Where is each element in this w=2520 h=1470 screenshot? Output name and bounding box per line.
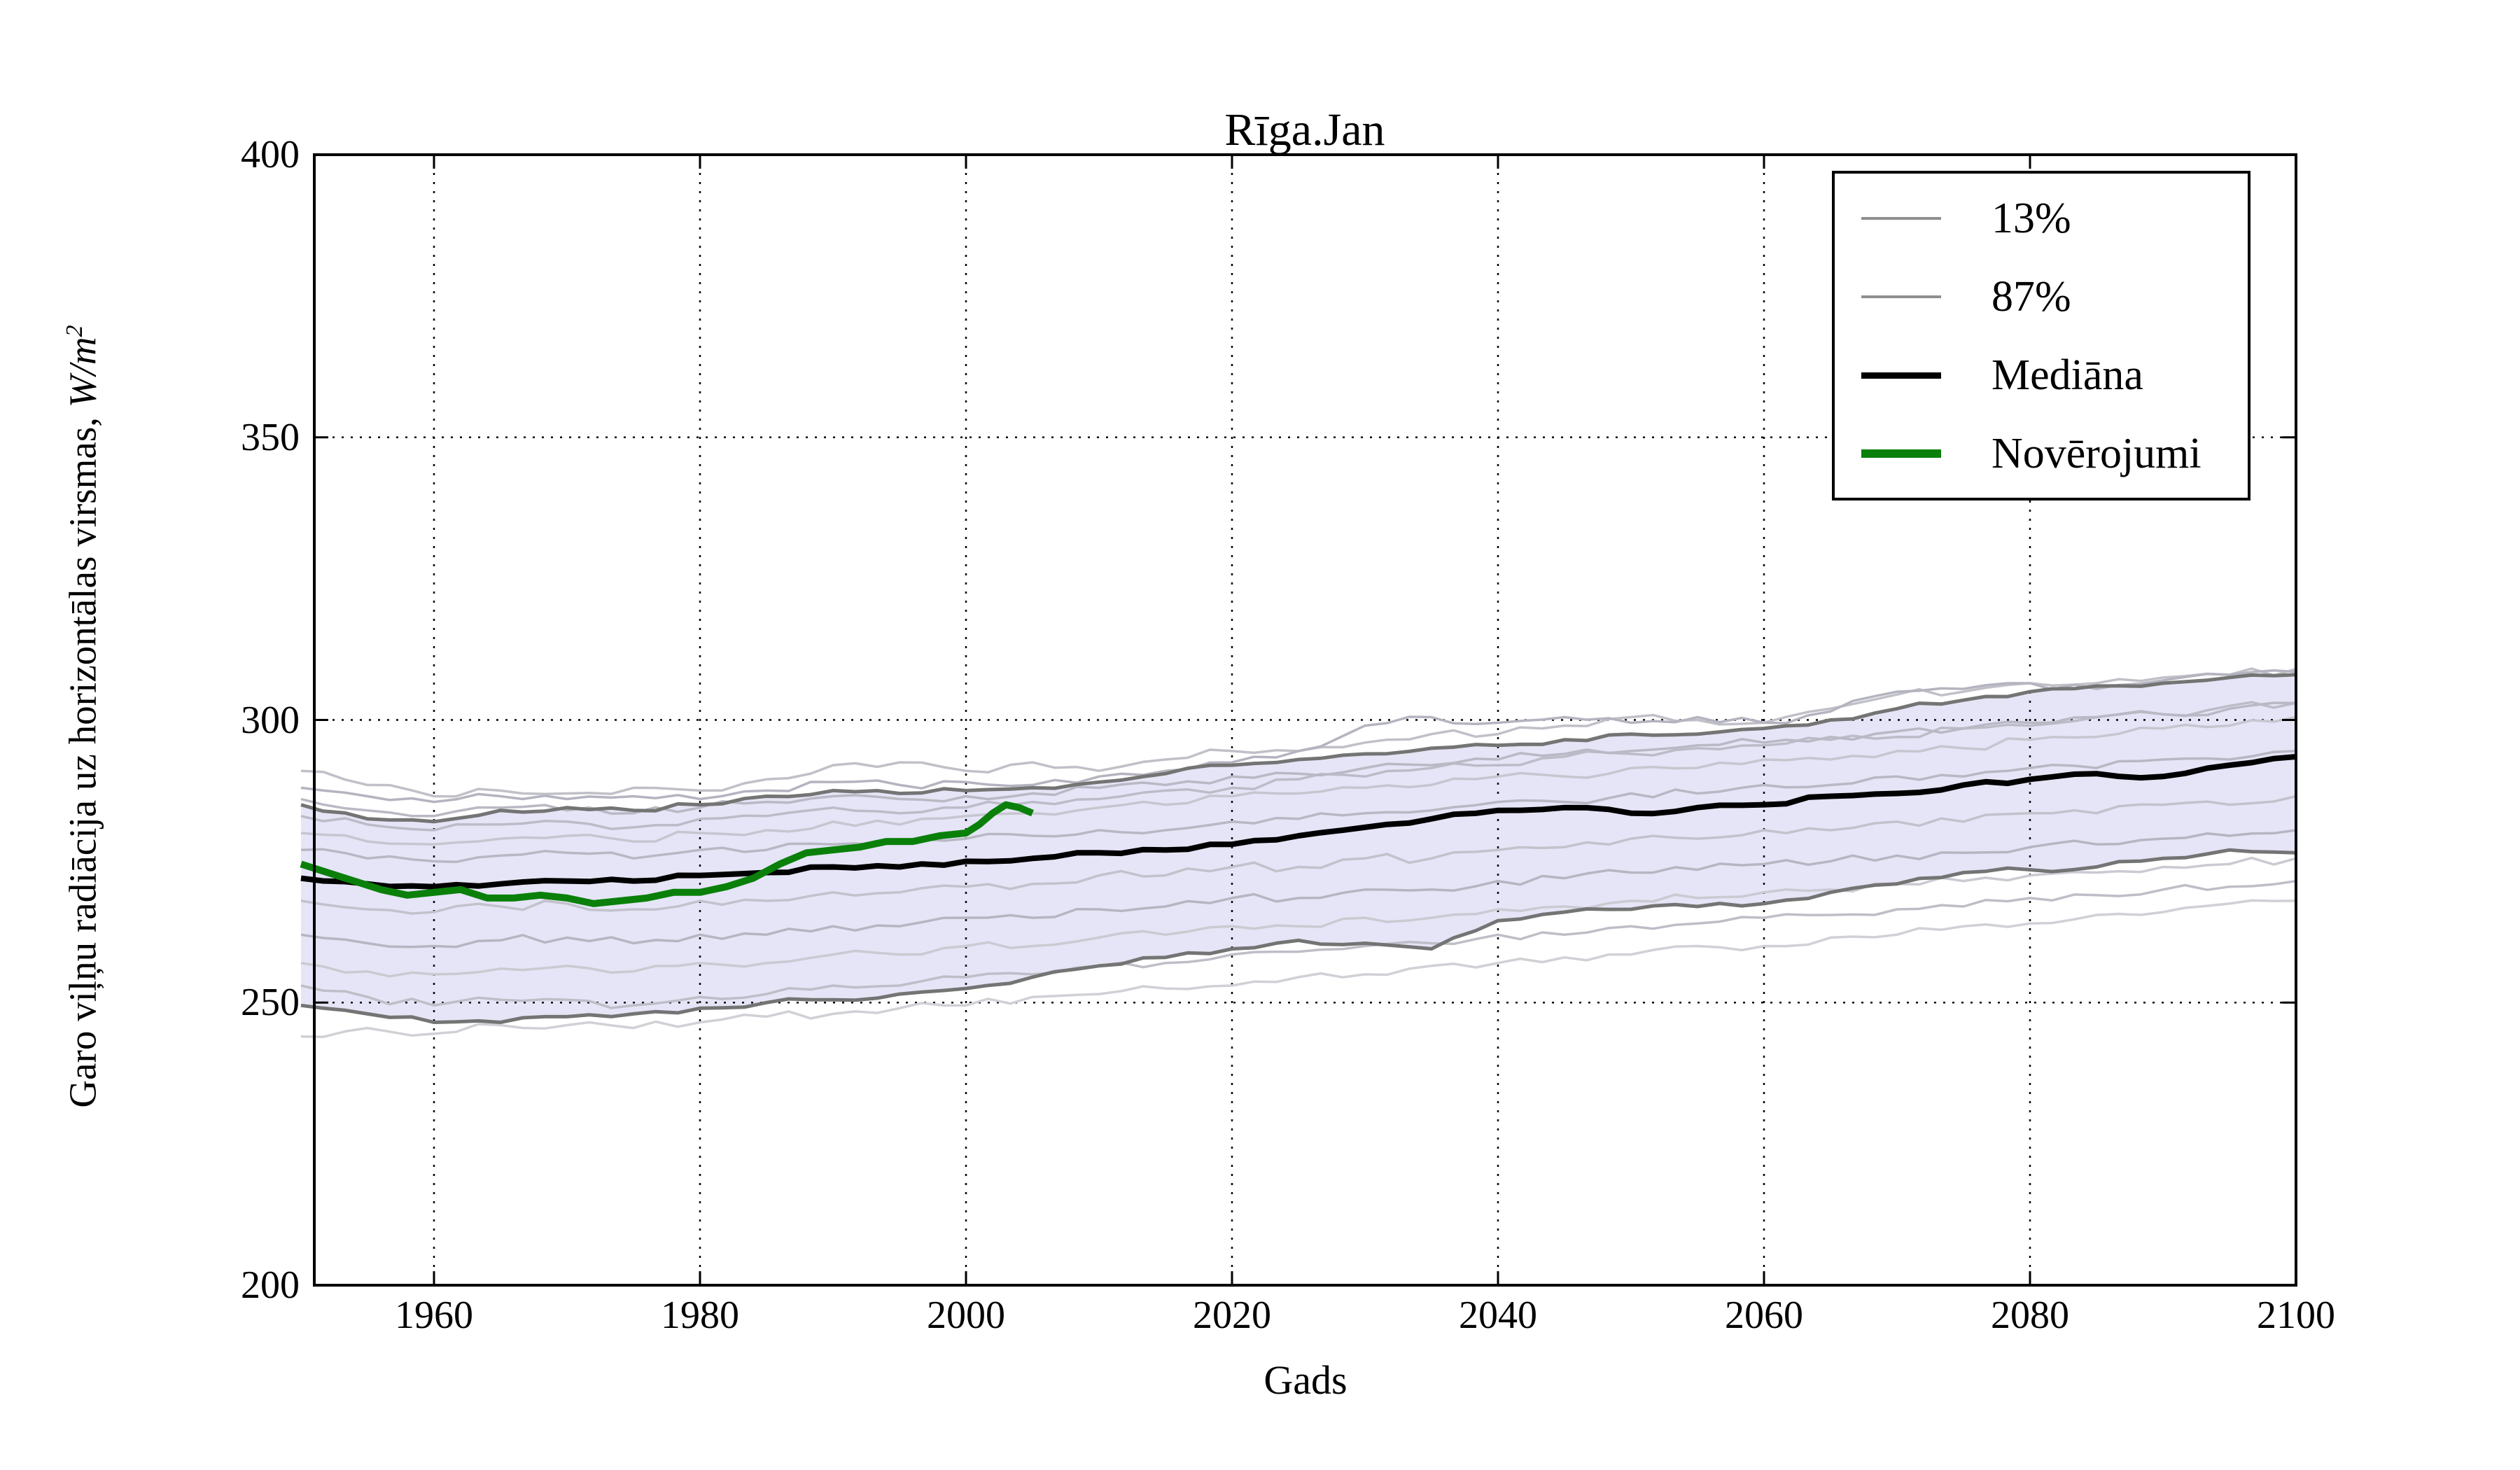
percentile-87-line: [300, 673, 2297, 824]
median-line: [300, 754, 2297, 890]
ensemble-line: [300, 856, 2297, 978]
x-tick-label: 2060: [1725, 1294, 1803, 1337]
x-tick-label: 2020: [1193, 1294, 1271, 1337]
y-axis-label-text: Garo viļņu radiācija uz horizontālas vir…: [61, 407, 104, 1108]
percentile-13-line: [300, 848, 2297, 1024]
x-tick-label: 1980: [661, 1294, 739, 1337]
percentile-band: [301, 674, 2296, 1023]
legend-entry: Novērojumi: [1835, 414, 2248, 493]
y-axis-label: Garo viļņu radiācija uz horizontālas vir…: [61, 192, 105, 1242]
y-tick-label: 300: [241, 699, 300, 742]
y-tick-label: 400: [241, 133, 300, 176]
legend-entry-label: 13%: [1991, 194, 2071, 242]
y-tick-label: 200: [241, 1264, 300, 1307]
legend-entry: 87%: [1835, 258, 2248, 336]
legend-entry-label: Mediāna: [1991, 351, 2143, 399]
chart-title: Rīga.Jan: [1224, 104, 1385, 155]
ensemble-line: [300, 701, 2297, 818]
legend-entry: Mediāna: [1835, 336, 2248, 414]
legend-line-sample: [1861, 372, 1941, 379]
x-axis-label: Gads: [1264, 1357, 1348, 1403]
ensemble-line: [300, 879, 2297, 1009]
legend-entry: 13%: [1835, 179, 2248, 258]
ensemble-line: [300, 750, 2297, 864]
ensemble-line: [300, 794, 2297, 915]
legend-entry-label: Novērojumi: [1991, 429, 2202, 477]
legend: 13% 87% Mediāna Novērojumi: [1832, 171, 2250, 500]
ensemble-line: [300, 668, 2297, 804]
ensemble-line: [300, 715, 2297, 846]
legend-line-sample: [1861, 295, 1941, 298]
y-tick-label: 350: [241, 416, 300, 459]
legend-line-sample: [1861, 449, 1941, 458]
ensemble-line: [300, 899, 2297, 1039]
legend-line-sample: [1861, 217, 1941, 220]
x-tick-label: 2080: [1991, 1294, 2069, 1337]
legend-entry-label: 87%: [1991, 272, 2071, 321]
y-axis-unit-exponent: 2: [62, 325, 88, 337]
x-tick-label: 1960: [395, 1294, 473, 1337]
x-tick-label: 2040: [1459, 1294, 1537, 1337]
x-tick-label: 2000: [927, 1294, 1005, 1337]
x-tick-label: 2100: [2257, 1294, 2335, 1337]
y-axis-unit: W/m: [61, 337, 104, 408]
y-tick-label: 250: [241, 981, 300, 1024]
ensemble-line: [300, 829, 2297, 948]
observations-line: [300, 801, 1034, 907]
